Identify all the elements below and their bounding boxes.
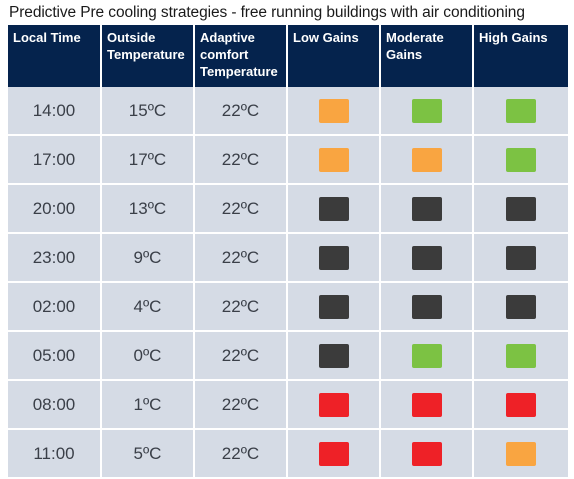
status-swatch (411, 441, 442, 466)
status-swatch (411, 294, 442, 319)
adaptive-temperature-cell: 22ºC (193, 87, 287, 135)
time-cell: 08:00 (8, 379, 101, 429)
table-row: 02:00 4ºC 22ºC (8, 281, 568, 331)
status-swatch (506, 441, 536, 466)
time-cell: 17:00 (8, 134, 101, 184)
header-adaptive-comfort-temperature: Adaptive comfort Temperature (193, 25, 287, 87)
status-swatch (506, 392, 536, 417)
time-cell: 11:00 (8, 428, 101, 477)
high-gains-cell (472, 87, 568, 135)
low-gains-cell (286, 134, 380, 184)
moderate-gains-cell (379, 428, 473, 477)
adaptive-temperature-cell: 22ºC (193, 183, 287, 233)
status-swatch (506, 147, 536, 172)
time-cell: 05:00 (8, 330, 101, 380)
header-outside-temperature: Outside Temperature (100, 25, 194, 87)
precooling-table: Local Time Outside Temperature Adaptive co… (8, 25, 568, 477)
status-swatch (506, 196, 536, 221)
status-swatch (318, 196, 349, 221)
outside-temperature-cell: 1ºC (100, 379, 194, 429)
outside-temperature-cell: 5ºC (100, 428, 194, 477)
time-cell: 23:00 (8, 232, 101, 282)
header-moderate-gains: Moderate Gains (379, 25, 473, 87)
time-cell: 20:00 (8, 183, 101, 233)
adaptive-temperature-cell: 22ºC (193, 379, 287, 429)
outside-temperature-cell: 4ºC (100, 281, 194, 331)
high-gains-cell (472, 379, 568, 429)
header-low-gains: Low Gains (286, 25, 380, 87)
high-gains-cell (472, 428, 568, 477)
time-cell: 14:00 (32, 100, 76, 120)
adaptive-temperature-cell: 22ºC (193, 428, 287, 477)
page-title: Predictive Pre cooling strategies - free… (9, 4, 525, 21)
moderate-gains-cell (379, 330, 473, 380)
table-row: 05:00 0ºC 22ºC (8, 330, 568, 380)
header-row: Local Time Outside Temperature Adaptive co… (8, 25, 568, 87)
table-row: 20:00 13ºC 22ºC (8, 183, 568, 233)
table-row: 11:00 5ºC 22ºC (8, 428, 568, 477)
table-row: 17:00 17ºC 22ºC (8, 134, 568, 184)
outside-temperature-cell: 17ºC (100, 134, 194, 184)
status-swatch (318, 343, 349, 368)
low-gains-cell (286, 330, 380, 380)
high-gains-cell (472, 330, 568, 380)
status-swatch (411, 343, 442, 368)
adaptive-temperature-cell: 22ºC (193, 330, 287, 380)
adaptive-temperature-cell: 22ºC (193, 232, 287, 282)
status-swatch (318, 147, 349, 172)
low-gains-cell (286, 428, 380, 477)
header-local-time: Local Time (8, 25, 101, 87)
status-swatch (318, 98, 349, 123)
status-swatch (411, 392, 442, 417)
table-row: 23:00 9ºC 22ºC (8, 232, 568, 282)
adaptive-temperature-cell: 22ºC (193, 281, 287, 331)
status-swatch (411, 147, 442, 172)
status-swatch (411, 98, 442, 123)
status-swatch (318, 294, 349, 319)
status-swatch (506, 245, 536, 270)
high-gains-cell (472, 183, 568, 233)
low-gains-cell (286, 183, 380, 233)
adaptive-temperature-cell: 22ºC (193, 134, 287, 184)
low-gains-cell (286, 87, 380, 135)
moderate-gains-cell (379, 281, 473, 331)
outside-temperature-cell: 15ºC (100, 87, 194, 135)
moderate-gains-cell (379, 232, 473, 282)
outside-temperature-cell: 9ºC (100, 232, 194, 282)
status-swatch (411, 245, 442, 270)
low-gains-cell (286, 281, 380, 331)
status-swatch (411, 196, 442, 221)
outside-temperature-cell: 13ºC (100, 183, 194, 233)
high-gains-cell (472, 134, 568, 184)
status-swatch (318, 392, 349, 417)
outside-temperature-cell: 0ºC (100, 330, 194, 380)
header-high-gains: High Gains (472, 25, 568, 87)
moderate-gains-cell (379, 87, 473, 135)
high-gains-cell (472, 281, 568, 331)
status-swatch (506, 98, 536, 123)
time-cell: 02:00 (8, 281, 101, 331)
moderate-gains-cell (379, 183, 473, 233)
high-gains-cell (472, 232, 568, 282)
moderate-gains-cell (379, 134, 473, 184)
low-gains-cell (286, 232, 380, 282)
status-swatch (506, 343, 536, 368)
table-row: 08:00 1ºC 22ºC (8, 379, 568, 429)
table-row: 14:00 15ºC 22ºC (8, 87, 568, 135)
low-gains-cell (286, 379, 380, 429)
moderate-gains-cell (379, 379, 473, 429)
status-swatch (318, 245, 349, 270)
status-swatch (318, 441, 349, 466)
status-swatch (506, 294, 536, 319)
